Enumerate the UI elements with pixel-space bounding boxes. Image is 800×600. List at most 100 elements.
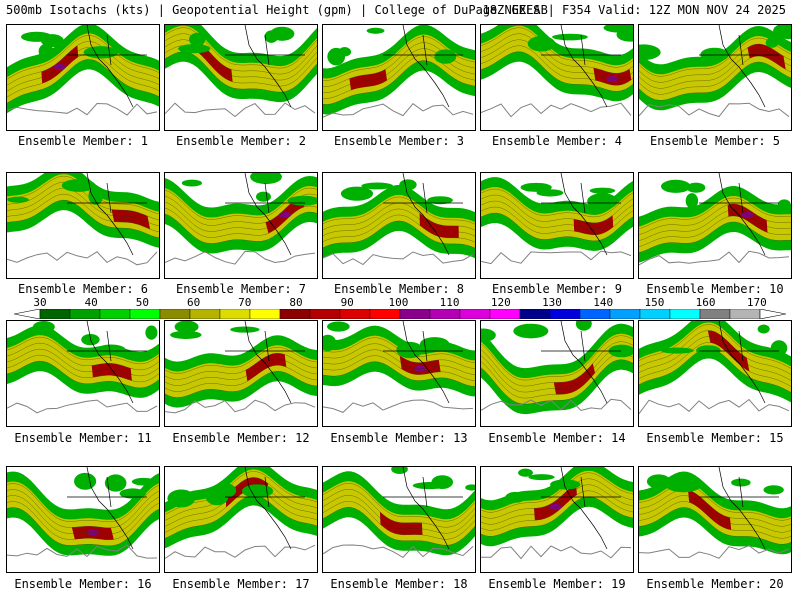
height-contour-south: [7, 399, 158, 414]
height-contour: [7, 507, 159, 547]
colorbar-segment: [519, 309, 551, 319]
colorbar-segment: [579, 309, 611, 319]
height-contour: [639, 215, 791, 247]
ensemble-panel-9: [480, 172, 634, 279]
ensemble-member-label: Ensemble Member: 3: [333, 134, 465, 148]
ensemble-panel-10: [638, 172, 792, 279]
height-contour: [7, 199, 159, 239]
height-contour: [639, 43, 791, 83]
isotach-blob: [112, 195, 136, 202]
isotach-map: [165, 25, 317, 118]
ensemble-panel-20: [638, 466, 792, 573]
height-contour-south: [7, 102, 158, 116]
colorbar-segment: [639, 309, 671, 319]
isotach-blob: [396, 341, 424, 359]
isotach-map: [165, 321, 317, 414]
isotach-blob: [145, 325, 158, 340]
run-valid-time: 18Z GEFS | F354 Valid: 12Z MON NOV 24 20…: [482, 3, 786, 17]
height-contour: [7, 35, 159, 80]
ensemble-member-label: Ensemble Member: 7: [175, 282, 307, 296]
isotach-map: [639, 25, 791, 118]
height-contour: [165, 346, 317, 374]
isotach-blob: [178, 43, 211, 54]
height-contour: [481, 188, 633, 218]
coastline: [67, 467, 147, 550]
height-contour: [481, 39, 633, 80]
jet-core: [379, 511, 423, 535]
jet-band-mid: [7, 33, 159, 104]
ensemble-member-label: Ensemble Member: 9: [491, 282, 623, 296]
height-contour-south: [481, 250, 632, 265]
ensemble-member-label: Ensemble Member: 19: [488, 577, 626, 591]
jet-band-weak: [7, 25, 159, 114]
isotach-blob: [550, 479, 581, 490]
isotach-map: [639, 173, 791, 266]
ensemble-member-label: Ensemble Member: 5: [649, 134, 781, 148]
ensemble-member-label: Ensemble Member: 4: [491, 134, 623, 148]
coastline: [225, 467, 305, 550]
isotach-blob: [660, 179, 691, 193]
isotach-blob: [589, 187, 616, 194]
height-contour: [7, 354, 159, 383]
coastline: [67, 321, 147, 404]
ensemble-panel-1: [6, 24, 160, 131]
height-contour: [323, 355, 475, 381]
isotach-blob: [765, 37, 779, 48]
isotach-blob: [587, 193, 618, 210]
colorbar-segment: [249, 309, 281, 319]
colorbar-segment: [729, 309, 761, 319]
height-contour: [165, 352, 317, 380]
colorbar-segment: [459, 309, 491, 319]
height-contour: [323, 196, 475, 225]
height-contour: [639, 209, 791, 241]
height-contour: [481, 496, 633, 537]
jet-core: [573, 215, 614, 235]
jet-core: [727, 203, 768, 233]
jet-core: [91, 363, 132, 381]
colorbar-segment: [699, 309, 731, 319]
isotach-blob: [639, 44, 661, 61]
coastline: [699, 321, 779, 404]
coastline: [383, 173, 463, 256]
height-contour: [639, 495, 791, 533]
height-contour: [165, 477, 317, 521]
colorbar-tick-label: 30: [33, 296, 47, 309]
colorbar-tick-label: 120: [490, 296, 511, 309]
colorbar-segment: [609, 309, 641, 319]
height-contour: [165, 199, 317, 232]
height-contour: [323, 507, 475, 546]
isotach-blob: [242, 484, 274, 498]
colorbar-segment: [219, 309, 251, 319]
ensemble-panel-7: [164, 172, 318, 279]
isotach-map: [323, 321, 475, 413]
colorbar-tick-label: 110: [439, 296, 460, 309]
height-contour: [639, 336, 791, 381]
height-contour: [639, 197, 791, 229]
isotach-blob: [361, 182, 394, 190]
jet-band-mid: [323, 481, 475, 546]
isotach-map: [323, 467, 475, 559]
height-contour-south: [481, 545, 632, 560]
coastline: [541, 467, 621, 550]
ensemble-panel-19: [480, 466, 634, 573]
coastline: [67, 173, 147, 256]
height-contour: [639, 501, 791, 539]
ensemble-member-label: Ensemble Member: 11: [14, 431, 152, 445]
height-contour-south: [639, 545, 790, 559]
coastline: [383, 321, 463, 404]
ensemble-panel-6: [6, 172, 160, 279]
jet-band-mid: [481, 333, 633, 405]
isotach-blob: [174, 321, 199, 333]
coastline: [541, 321, 621, 404]
jet-core: [111, 209, 151, 230]
coastline: [67, 25, 147, 108]
isotach-blob: [366, 27, 385, 34]
isotach-blob: [399, 179, 417, 191]
isotach-blob: [61, 179, 96, 192]
height-contour: [481, 353, 633, 399]
height-contour: [639, 489, 791, 527]
height-contour: [323, 489, 475, 528]
isotach-map: [7, 25, 159, 116]
jet-band-mid: [7, 481, 159, 546]
height-contour: [7, 348, 159, 377]
